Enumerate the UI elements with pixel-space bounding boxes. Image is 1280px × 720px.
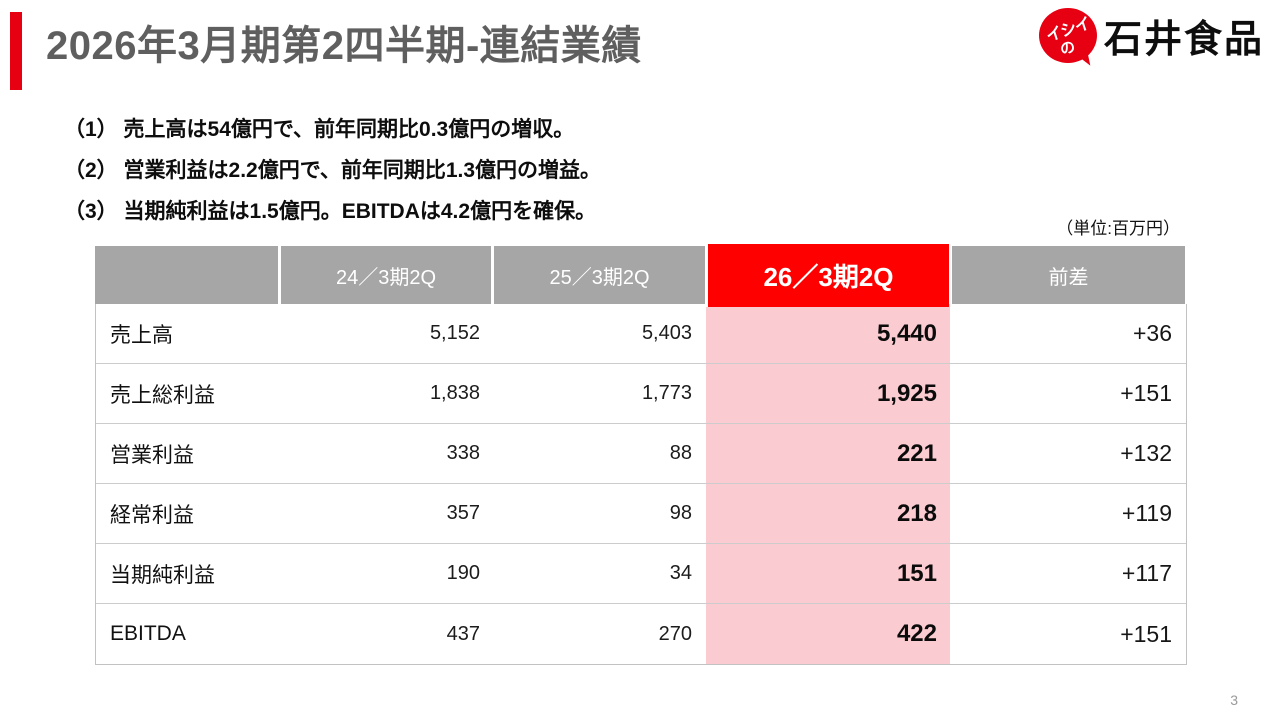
value-fy24: 190 — [446, 562, 480, 584]
row-label: 売上総利益 — [110, 383, 215, 407]
company-logo: イシイ の 石井食品 — [1038, 8, 1264, 63]
highlight-line-1: （1） 売上高は54億円で、前年同期比0.3億円の増収。 — [64, 118, 575, 141]
table-row-operating-income: 営業利益 338 88 221 +132 — [96, 424, 1186, 484]
header-cell-fy24-2q: 24／3期2Q — [278, 246, 491, 304]
highlight-line-3: （3） 当期純利益は1.5億円。EBITDAは4.2億円を確保。 — [64, 200, 597, 223]
table-row-ordinary-income: 経常利益 357 98 218 +119 — [96, 484, 1186, 544]
value-fy24: 357 — [446, 502, 480, 524]
row-label: 当期純利益 — [110, 563, 215, 587]
value-fy25: 5,403 — [641, 322, 692, 344]
page-title: 2026年3月期第2四半期-連結業績 — [46, 24, 642, 68]
value-fy25: 1,773 — [641, 382, 692, 404]
unit-note: （単位:百万円） — [1056, 219, 1180, 238]
value-diff: +151 — [1120, 380, 1172, 406]
value-diff: +117 — [1121, 560, 1172, 586]
results-table: 24／3期2Q 25／3期2Q 26／3期2Q 前差 売上高 5,152 5,4… — [95, 244, 1187, 665]
value-fy25: 98 — [669, 502, 692, 524]
value-diff: +132 — [1120, 440, 1172, 466]
row-label: 営業利益 — [110, 443, 194, 467]
page-number: 3 — [1230, 692, 1238, 708]
header-cell-fy26-2q-current: 26／3期2Q — [705, 244, 949, 307]
value-fy26-current: 218 — [706, 484, 950, 543]
value-fy25: 34 — [669, 562, 692, 584]
highlight-line-2: （2） 営業利益は2.2億円で、前年同期比1.3億円の増益。 — [64, 159, 602, 182]
value-fy24: 1,838 — [429, 382, 480, 404]
table-header-row: 24／3期2Q 25／3期2Q 26／3期2Q 前差 — [95, 244, 1185, 307]
value-fy24: 437 — [446, 622, 480, 645]
table-body: 売上高 5,152 5,403 5,440 +36 売上総利益 1,838 1,… — [95, 304, 1187, 665]
logo-bubble-text-bottom: の — [1058, 38, 1078, 59]
row-label: 経常利益 — [110, 503, 194, 527]
value-diff: +119 — [1121, 500, 1172, 526]
table-row-gross-profit: 売上総利益 1,838 1,773 1,925 +151 — [96, 364, 1186, 424]
value-fy26-current: 221 — [706, 424, 950, 483]
logo-speech-bubble-icon: イシイ の — [1038, 8, 1097, 63]
table-row-net-income: 当期純利益 190 34 151 +117 — [96, 544, 1186, 604]
value-fy24: 338 — [446, 442, 480, 464]
row-label: EBITDA — [110, 622, 186, 645]
table-row-ebitda: EBITDA 437 270 422 +151 — [96, 604, 1186, 664]
table-row-net-sales: 売上高 5,152 5,403 5,440 +36 — [96, 304, 1186, 364]
row-label: 売上高 — [110, 323, 173, 347]
header-cell-diff: 前差 — [949, 246, 1185, 304]
value-fy26-current: 151 — [706, 544, 950, 603]
value-diff: +36 — [1132, 320, 1172, 346]
header-cell-empty — [95, 246, 278, 304]
title-accent-bar — [10, 12, 22, 90]
value-diff: +151 — [1120, 620, 1172, 647]
value-fy26-current: 5,440 — [706, 304, 950, 363]
value-fy25: 88 — [669, 442, 692, 464]
value-fy24: 5,152 — [429, 322, 480, 344]
value-fy25: 270 — [658, 622, 692, 645]
value-fy26-current: 1,925 — [706, 364, 950, 423]
header-cell-fy25-2q: 25／3期2Q — [491, 246, 705, 304]
value-fy26-current: 422 — [706, 604, 950, 664]
logo-company-name: 石井食品 — [1103, 19, 1264, 61]
highlight-bullets: （1） 売上高は54億円で、前年同期比0.3億円の増収。 （2） 営業利益は2.… — [64, 109, 601, 232]
